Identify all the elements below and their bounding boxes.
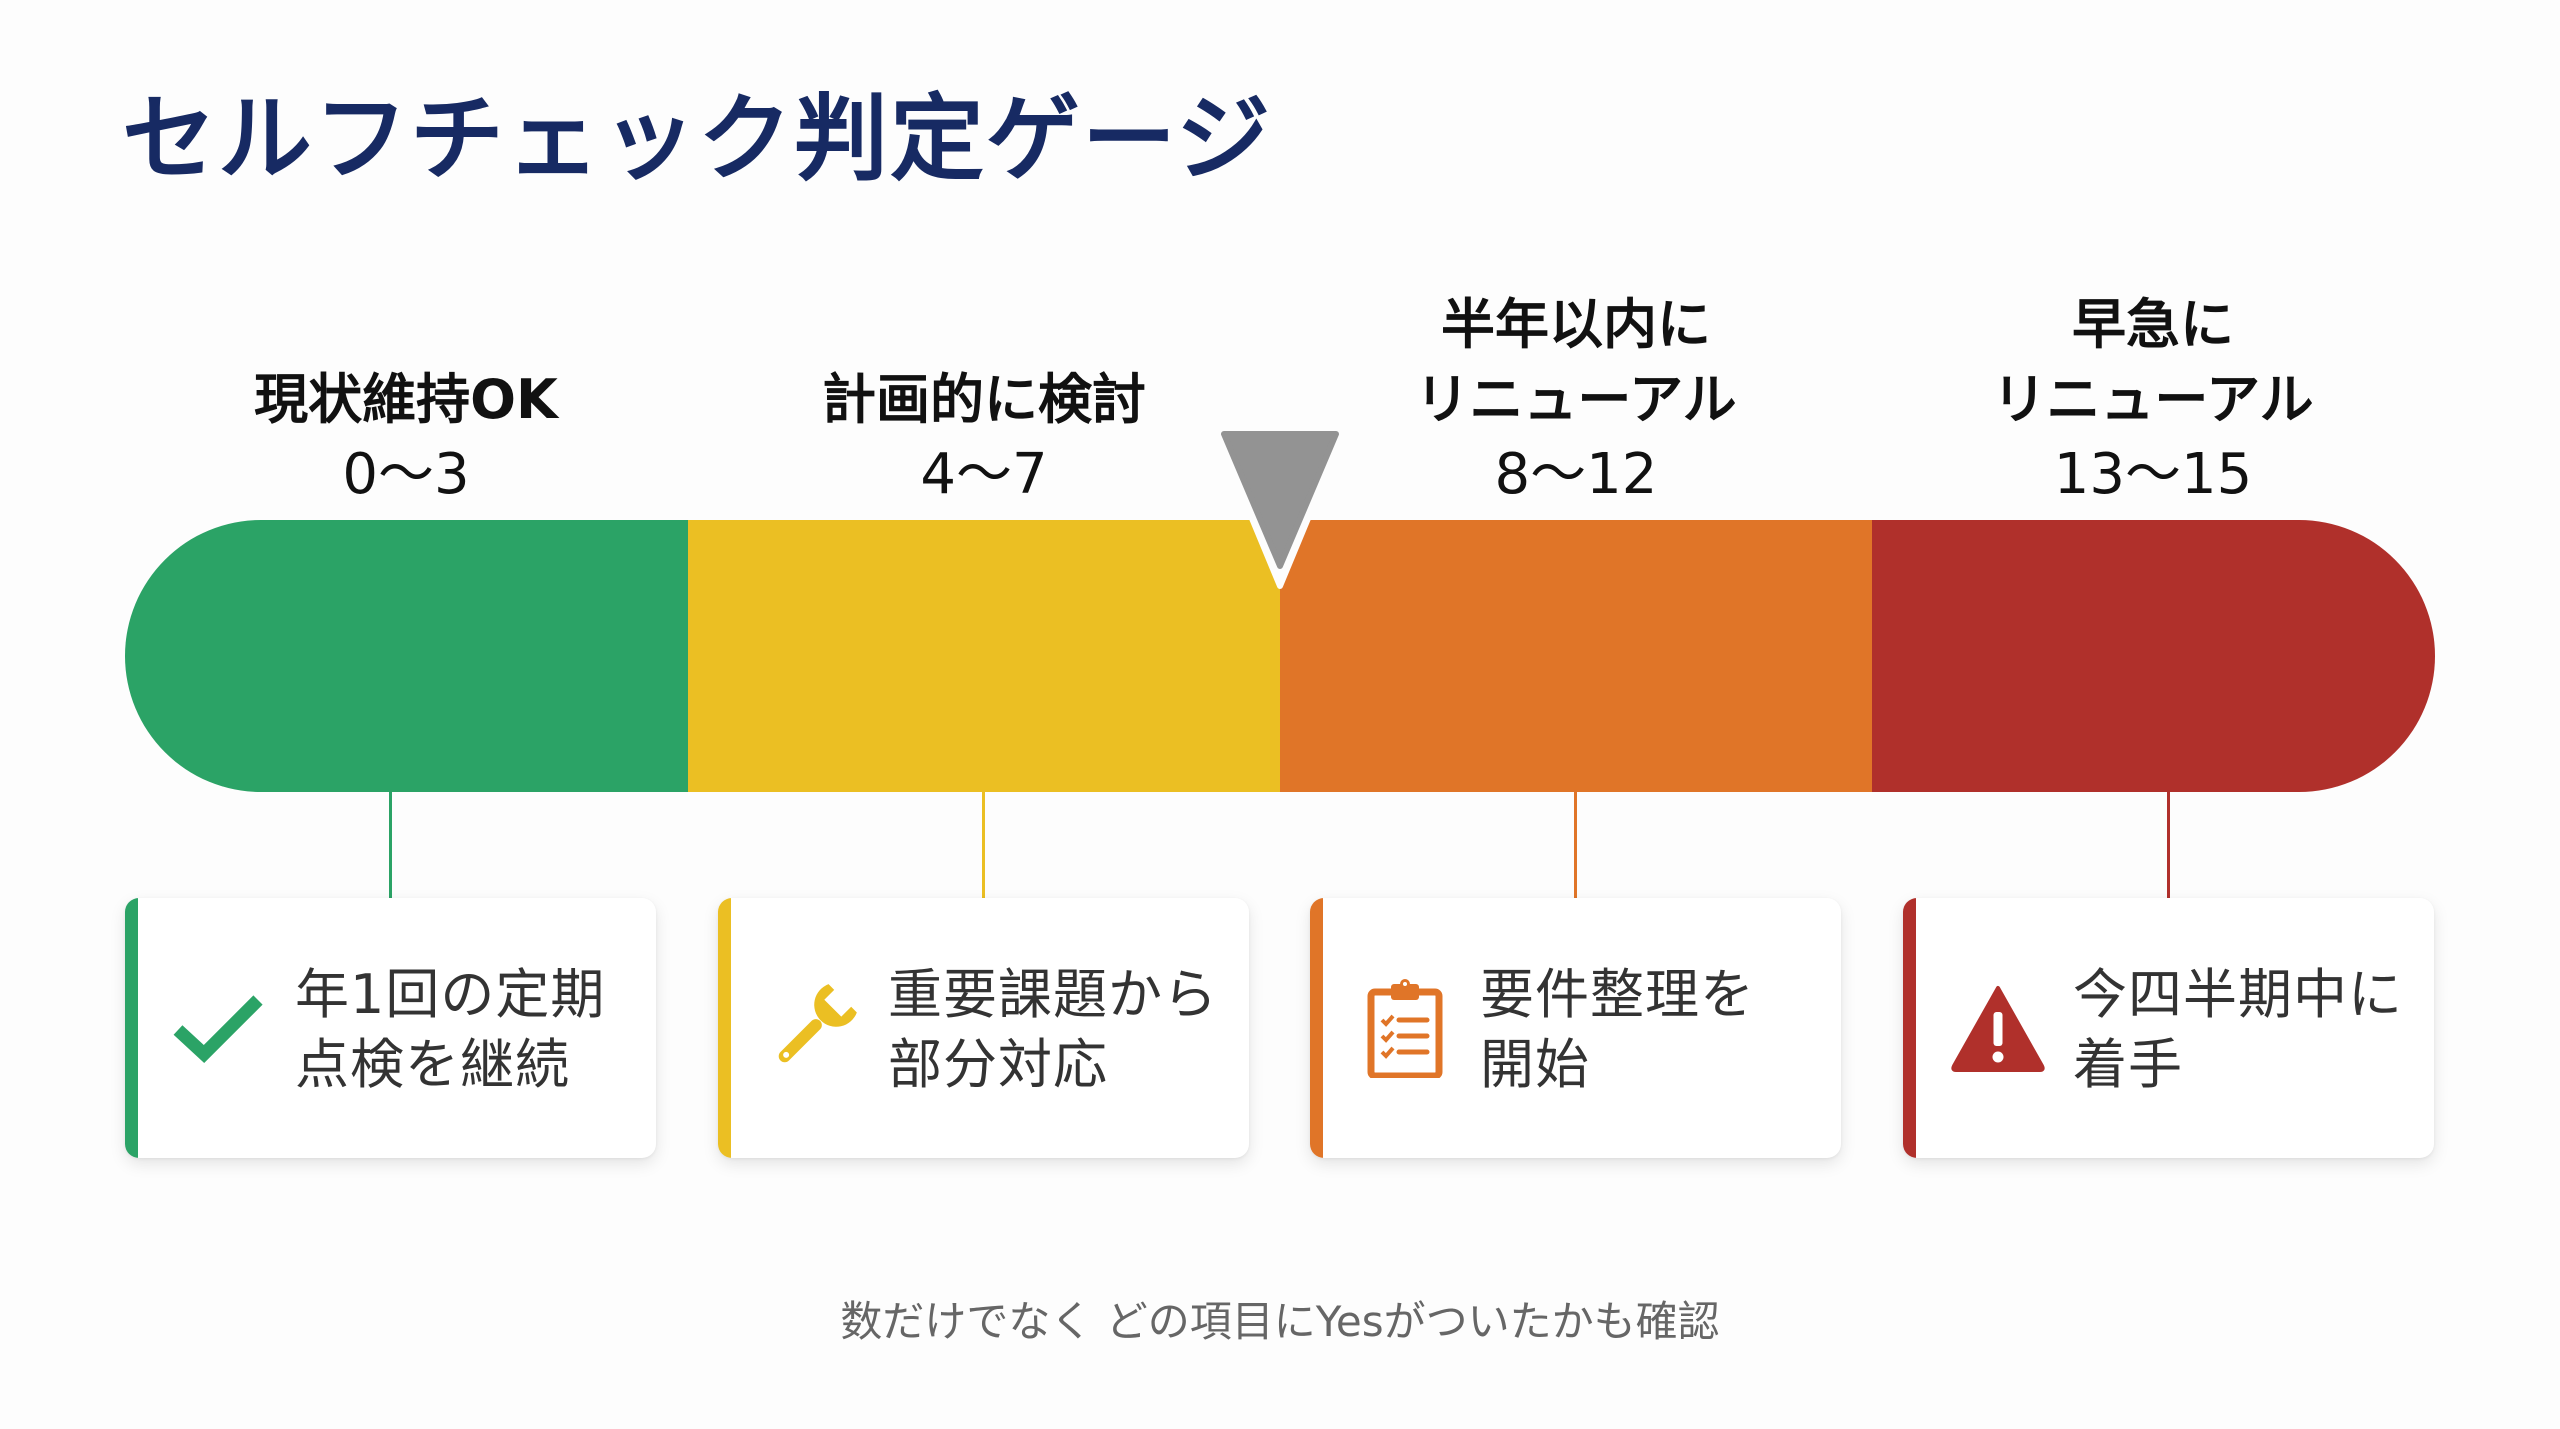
segment-label-maintain: 現状維持OK 0〜3 <box>126 362 686 512</box>
card-text: 年1回の定期 点検を継続 <box>295 960 636 1100</box>
segment-label-plan: 計画的に検討 4〜7 <box>704 362 1264 512</box>
segment-name: 計画的に検討 <box>822 368 1146 431</box>
page-title: セルフチェック判定ゲージ <box>122 85 1273 194</box>
card-accent-bar <box>125 898 138 1158</box>
card-text-line2: 部分対応 <box>888 1033 1108 1096</box>
clipboard-checklist-icon <box>1367 979 1443 1078</box>
card-text: 今四半期中に 着手 <box>2073 960 2414 1100</box>
connector-line-green <box>389 792 392 898</box>
card-text-line1: 年1回の定期 <box>295 963 606 1026</box>
card-accent-bar <box>718 898 731 1158</box>
wrench-icon <box>778 984 857 1063</box>
segment-range: 0〜3 <box>342 442 470 507</box>
segment-label-urgent: 早急に リニューアル 13〜15 <box>1873 287 2433 512</box>
connector-line-red <box>2167 792 2170 898</box>
action-card-half-year: 要件整理を 開始 <box>1310 898 1841 1158</box>
segment-name: 現状維持OK <box>254 368 558 431</box>
segment-label-half-year: 半年以内に リニューアル 8〜12 <box>1296 287 1856 512</box>
card-accent-bar <box>1903 898 1916 1158</box>
action-card-plan: 重要課題から 部分対応 <box>718 898 1249 1158</box>
segment-range: 4〜7 <box>920 442 1048 507</box>
card-text-line1: 重要課題から <box>888 963 1218 1026</box>
action-card-maintain: 年1回の定期 点検を継続 <box>125 898 656 1158</box>
action-card-urgent: 今四半期中に 着手 <box>1903 898 2434 1158</box>
card-text-line1: 要件整理を <box>1480 963 1755 1026</box>
segment-name-line2: リニューアル <box>1992 368 2314 431</box>
connector-line-yellow <box>982 792 985 898</box>
gauge-segment-orange <box>1280 520 1872 792</box>
segment-name-line2: リニューアル <box>1415 368 1737 431</box>
card-accent-bar <box>1310 898 1323 1158</box>
gauge-segment-yellow <box>688 520 1280 792</box>
warning-icon <box>1951 986 2045 1072</box>
gauge-segment-green <box>125 520 688 792</box>
footer-note: 数だけでなく どの項目にYesがついたかも確認 <box>840 1297 1720 1346</box>
segment-name-line1: 早急に <box>2072 293 2234 356</box>
card-text-line2: 開始 <box>1480 1033 1590 1096</box>
segment-range: 13〜15 <box>2053 442 2253 507</box>
gauge-segment-red <box>1872 520 2435 792</box>
card-text-line2: 着手 <box>2073 1033 2183 1096</box>
card-text: 要件整理を 開始 <box>1480 960 1821 1100</box>
connector-line-orange <box>1574 792 1577 898</box>
score-marker-icon <box>1209 420 1351 589</box>
card-text-line2: 点検を継続 <box>295 1033 570 1096</box>
segment-name-line1: 半年以内に <box>1441 293 1711 356</box>
gauge-bar <box>125 520 2435 792</box>
card-text-line1: 今四半期中に <box>2073 963 2403 1026</box>
segment-range: 8〜12 <box>1494 442 1658 507</box>
card-text: 重要課題から 部分対応 <box>888 960 1229 1100</box>
check-icon <box>173 995 263 1064</box>
